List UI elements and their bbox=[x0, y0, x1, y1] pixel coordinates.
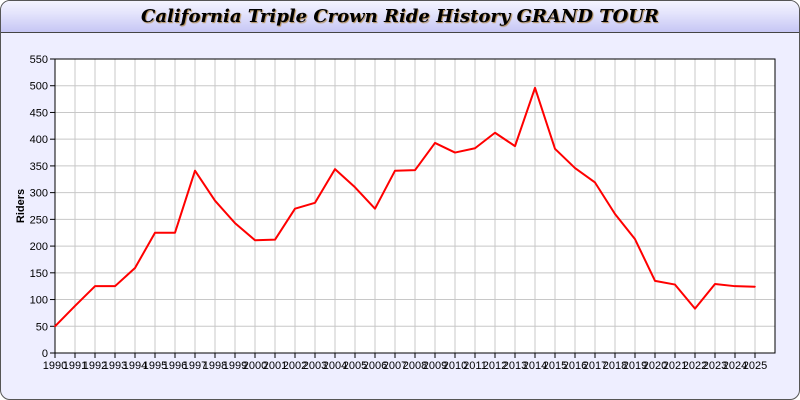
data-point bbox=[574, 167, 576, 169]
data-point bbox=[154, 231, 156, 234]
x-tick-label: 1999 bbox=[223, 360, 247, 372]
data-point bbox=[534, 87, 536, 89]
data-point bbox=[754, 285, 756, 288]
x-tick-label: 2016 bbox=[563, 360, 587, 372]
y-tick-label: 500 bbox=[30, 81, 48, 93]
data-point bbox=[494, 131, 496, 134]
x-tick-label: 2020 bbox=[643, 360, 667, 372]
x-tick-label: 2019 bbox=[623, 360, 647, 372]
data-point bbox=[634, 238, 636, 240]
title-bar: California Triple Crown Ride History GRA… bbox=[1, 1, 799, 33]
x-tick-label: 2009 bbox=[423, 360, 447, 372]
plot-border bbox=[54, 58, 776, 354]
x-tick-label: 2008 bbox=[403, 360, 427, 372]
x-tick-label: 1995 bbox=[143, 360, 167, 372]
data-point bbox=[334, 168, 336, 170]
data-point bbox=[614, 213, 616, 215]
data-point bbox=[314, 201, 316, 204]
y-tick-label: 450 bbox=[30, 107, 48, 119]
x-tick-label: 2006 bbox=[363, 360, 387, 372]
x-tick-label: 1998 bbox=[203, 360, 227, 372]
x-tick-label: 2023 bbox=[703, 360, 727, 372]
data-point bbox=[114, 285, 116, 287]
data-point bbox=[194, 169, 196, 172]
x-tick-label: 2018 bbox=[603, 360, 627, 372]
data-point bbox=[94, 285, 96, 287]
data-point bbox=[274, 238, 276, 241]
x-tick-label: 1994 bbox=[123, 360, 147, 372]
y-tick-label: 550 bbox=[30, 54, 48, 66]
data-point bbox=[294, 207, 296, 210]
data-point bbox=[354, 186, 356, 189]
data-point bbox=[54, 325, 56, 328]
data-point bbox=[714, 283, 716, 285]
data-point bbox=[134, 267, 136, 269]
x-tick-label: 2013 bbox=[503, 360, 527, 372]
x-tick-label: 2014 bbox=[523, 360, 547, 372]
x-tick-label: 2000 bbox=[243, 360, 267, 372]
x-tick-label: 2007 bbox=[383, 360, 407, 372]
data-point bbox=[374, 207, 376, 210]
data-point bbox=[514, 145, 516, 147]
chart-title: California Triple Crown Ride History GRA… bbox=[141, 6, 659, 27]
y-tick-label: 0 bbox=[42, 348, 48, 360]
x-tick-label: 2005 bbox=[343, 360, 367, 372]
x-tick-label: 2025 bbox=[743, 360, 767, 372]
data-point bbox=[214, 199, 216, 202]
data-point bbox=[174, 231, 176, 234]
x-tick-label: 1992 bbox=[83, 360, 107, 372]
data-point bbox=[734, 285, 736, 287]
x-tick-label: 2011 bbox=[463, 360, 487, 372]
y-tick-label: 300 bbox=[30, 188, 48, 200]
x-tick-label: 2010 bbox=[443, 360, 467, 372]
data-point bbox=[234, 222, 236, 224]
x-tick-label: 2001 bbox=[263, 360, 287, 372]
x-tick-label: 1991 bbox=[63, 360, 87, 372]
x-tick-label: 2015 bbox=[543, 360, 567, 372]
x-tick-label: 2024 bbox=[723, 360, 747, 372]
y-tick-label: 350 bbox=[30, 161, 48, 173]
y-tick-label: 200 bbox=[30, 241, 48, 253]
x-tick-label: 2003 bbox=[303, 360, 327, 372]
x-tick-label: 1996 bbox=[163, 360, 187, 372]
y-tick-label: 50 bbox=[36, 321, 48, 333]
x-tick-label: 2017 bbox=[583, 360, 607, 372]
x-tick-label: 2004 bbox=[323, 360, 347, 372]
data-point bbox=[254, 239, 256, 242]
x-tick-label: 1997 bbox=[183, 360, 207, 372]
data-point bbox=[414, 169, 416, 171]
y-tick-label: 400 bbox=[30, 134, 48, 146]
series-line bbox=[54, 86, 756, 327]
data-point bbox=[474, 147, 476, 150]
y-axis-label: Riders bbox=[15, 189, 27, 223]
y-tick-label: 150 bbox=[30, 268, 48, 280]
data-point bbox=[654, 280, 656, 282]
data-point bbox=[554, 148, 556, 150]
data-point bbox=[454, 151, 456, 154]
x-tick-label: 1990 bbox=[43, 360, 67, 372]
x-tick-label: 2012 bbox=[483, 360, 507, 372]
x-tick-label: 2021 bbox=[663, 360, 687, 372]
x-tick-label: 1993 bbox=[103, 360, 127, 372]
data-point bbox=[594, 181, 596, 184]
y-tick-label: 100 bbox=[30, 295, 48, 307]
data-point bbox=[674, 283, 676, 286]
x-tick-label: 2002 bbox=[283, 360, 307, 372]
data-point bbox=[74, 305, 76, 307]
data-point bbox=[694, 307, 696, 310]
x-tick-label: 2022 bbox=[683, 360, 707, 372]
data-point bbox=[394, 169, 396, 172]
data-point bbox=[434, 142, 436, 144]
y-tick-label: 250 bbox=[30, 214, 48, 226]
